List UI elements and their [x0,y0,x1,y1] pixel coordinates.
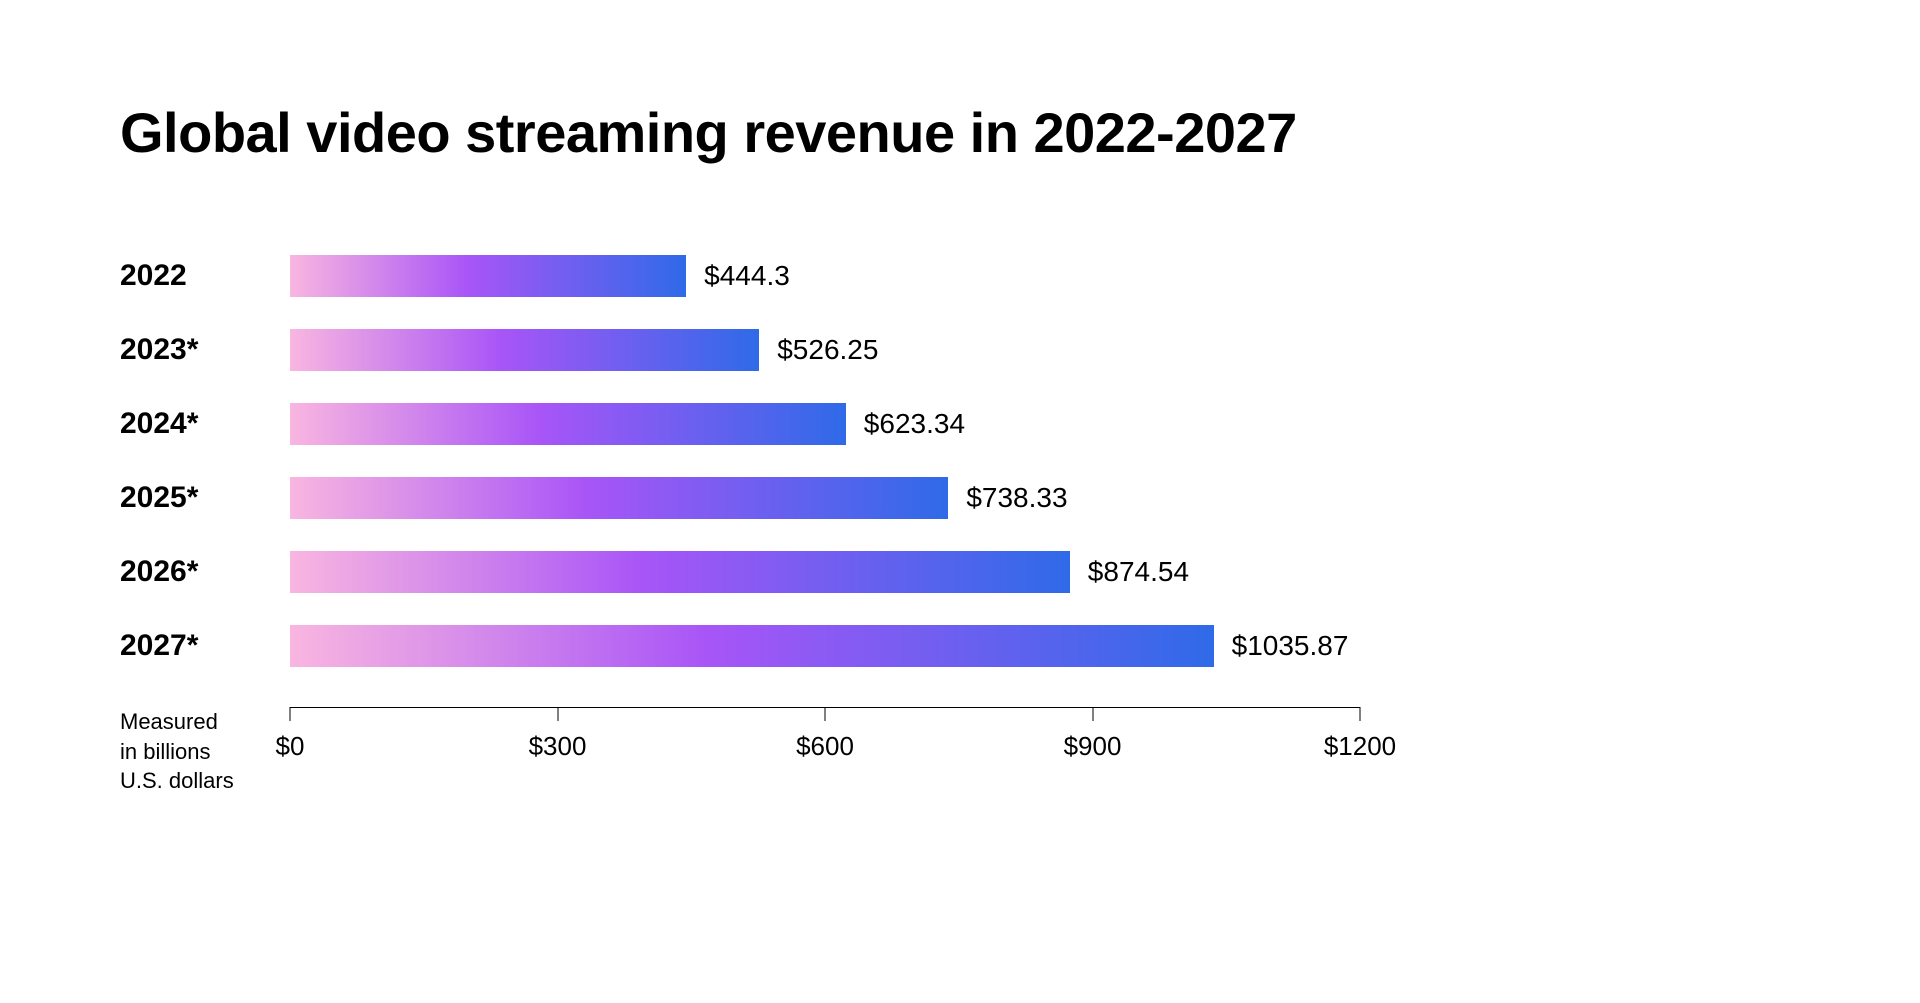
bars-area: 2022 $444.3 2023* $526.25 2024* $623.34 2025* $… [120,255,1800,667]
bar-fill [290,255,686,297]
bar-row: 2023* $526.25 [120,329,1800,371]
bar-year-label: 2027* [120,629,290,663]
bar-year-label: 2025* [120,481,290,515]
bar-fill [290,625,1214,667]
bar-row: 2025* $738.33 [120,477,1800,519]
bar-year-label: 2023* [120,333,290,367]
bar-fill [290,477,948,519]
bar-value-label: $738.33 [966,482,1067,514]
bar-track [290,329,759,371]
tick-mark [290,707,291,721]
bar-fill [290,403,846,445]
bar-track [290,551,1070,593]
tick-label: $300 [529,731,587,762]
bar-track [290,625,1214,667]
tick-label: $0 [276,731,305,762]
bar-year-label: 2022 [120,259,290,293]
bar-value-label: $623.34 [864,408,965,440]
revenue-chart: Global video streaming revenue in 2022-2… [0,0,1920,876]
tick-mark [557,707,558,721]
bar-track [290,403,846,445]
axis-ticks: $0$300$600$900$1200 [290,707,1360,777]
axis-line-wrap: $0$300$600$900$1200 [290,707,1360,777]
bar-fill [290,329,759,371]
bar-value-label: $444.3 [704,260,790,292]
bar-row: 2022 $444.3 [120,255,1800,297]
bar-row: 2024* $623.34 [120,403,1800,445]
chart-title: Global video streaming revenue in 2022-2… [120,100,1800,165]
tick-mark [825,707,826,721]
tick-label: $600 [796,731,854,762]
bar-track [290,477,948,519]
bar-row: 2026* $874.54 [120,551,1800,593]
axis-caption: Measuredin billionsU.S. dollars [120,707,290,796]
bar-value-label: $874.54 [1088,556,1189,588]
bar-value-label: $1035.87 [1232,630,1349,662]
tick-mark [1360,707,1361,721]
bar-value-label: $526.25 [777,334,878,366]
bar-row: 2027* $1035.87 [120,625,1800,667]
bar-year-label: 2026* [120,555,290,589]
bar-track [290,255,686,297]
tick-label: $900 [1064,731,1122,762]
x-axis: Measuredin billionsU.S. dollars $0 $300 $6… [120,707,1800,796]
bar-fill [290,551,1070,593]
bar-year-label: 2024* [120,407,290,441]
tick-label: $1200 [1324,731,1396,762]
tick-mark [1092,707,1093,721]
